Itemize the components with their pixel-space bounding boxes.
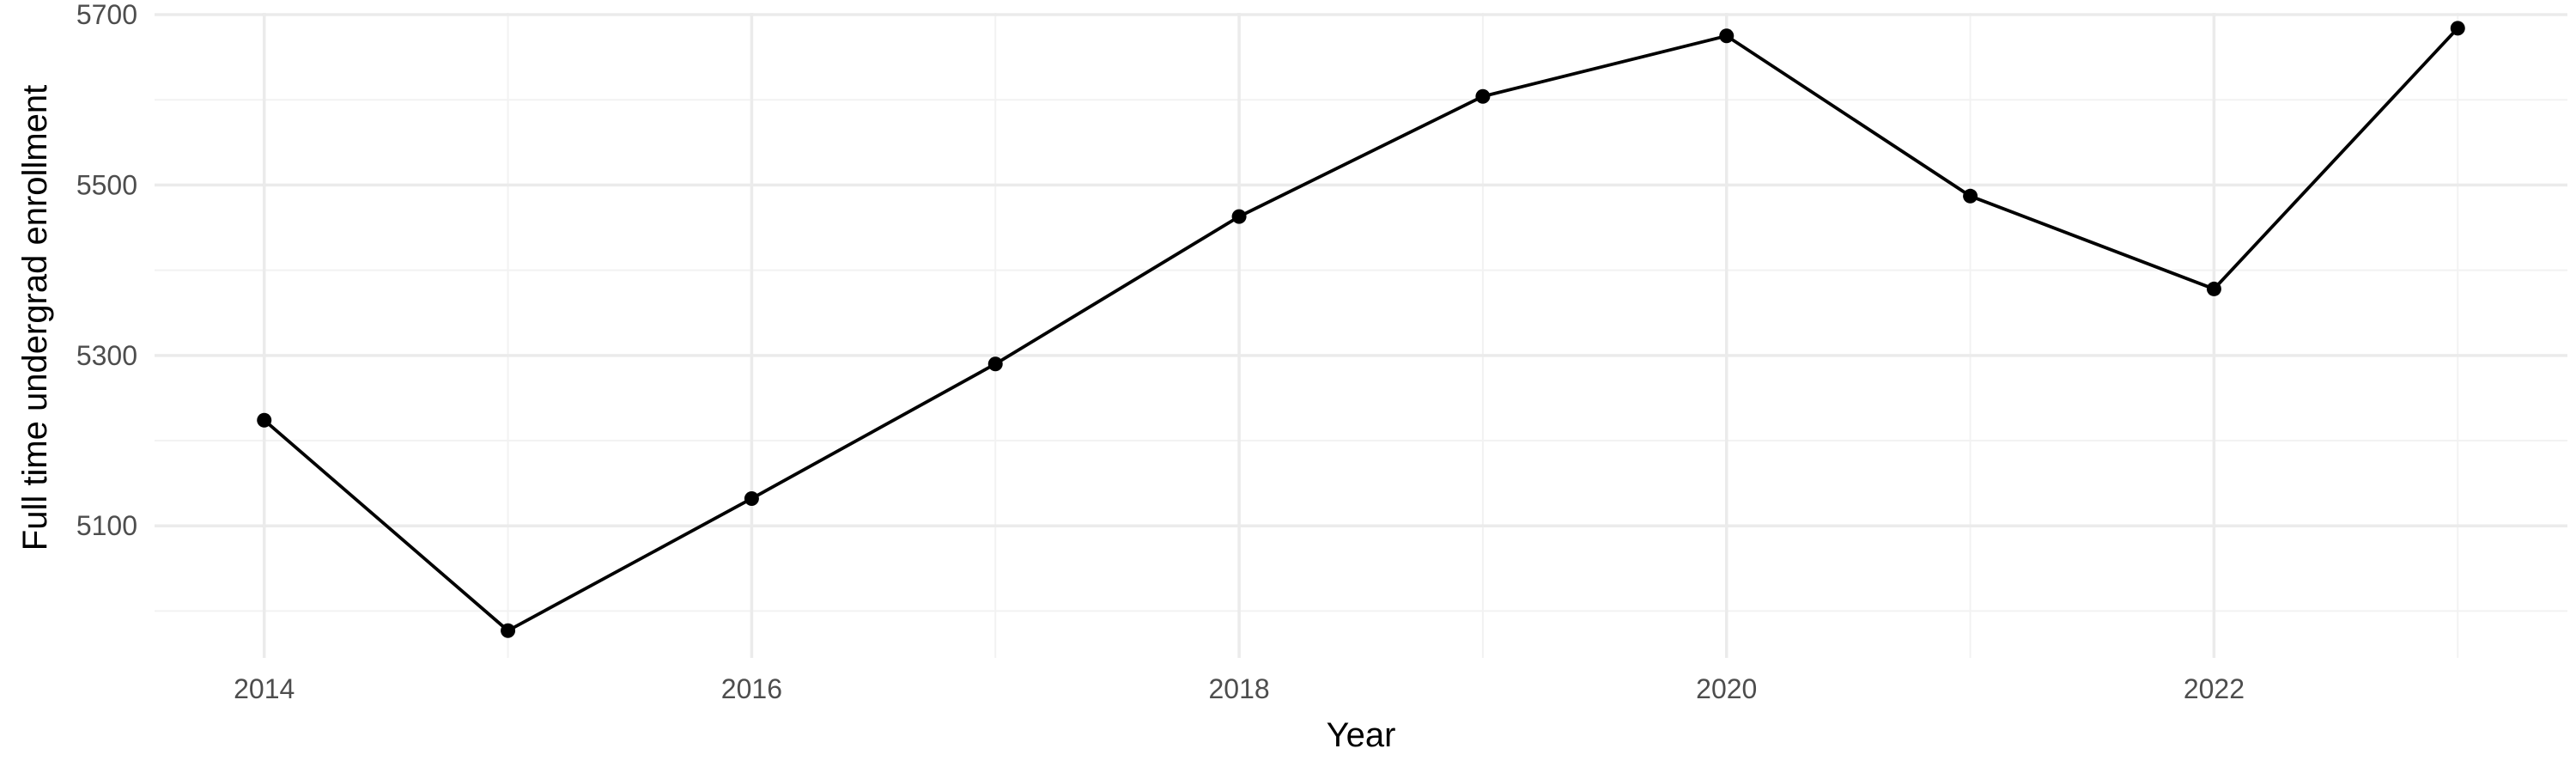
- y-tick-label: 5300: [76, 340, 137, 371]
- data-point-2016: [744, 490, 759, 506]
- y-tick-label: 5700: [76, 0, 137, 30]
- x-tick-label: 2020: [1696, 673, 1757, 704]
- series-layer: [262, 26, 2460, 633]
- y-axis-title: Full time undergrad enrollment: [16, 85, 54, 551]
- data-point-2014: [257, 412, 272, 428]
- minor-gridlines: [155, 13, 2567, 658]
- y-tick-label: 5100: [76, 510, 137, 541]
- series-line: [262, 26, 2460, 633]
- x-tick-label: 2016: [721, 673, 782, 704]
- data-point-2021: [1963, 188, 1978, 204]
- data-point-2022: [2206, 281, 2221, 296]
- data-point-2017: [987, 356, 1003, 372]
- x-axis-title: Year: [1327, 716, 1396, 754]
- x-tick-label: 2018: [1208, 673, 1269, 704]
- data-point-2023: [2450, 21, 2465, 36]
- y-tick-label: 5500: [76, 169, 137, 200]
- x-tick-label: 2022: [2184, 673, 2245, 704]
- data-point-2018: [1231, 209, 1247, 224]
- x-axis-ticks: 2014 2016 2018 2020 2022: [234, 673, 2245, 704]
- x-tick-label: 2014: [234, 673, 295, 704]
- data-point-2015: [501, 623, 516, 638]
- data-point-2019: [1475, 88, 1491, 104]
- data-points: [257, 21, 2465, 638]
- major-gridlines: [155, 13, 2567, 658]
- data-point-2020: [1719, 28, 1735, 44]
- y-axis-ticks: 5100 5300 5500 5700: [76, 0, 137, 541]
